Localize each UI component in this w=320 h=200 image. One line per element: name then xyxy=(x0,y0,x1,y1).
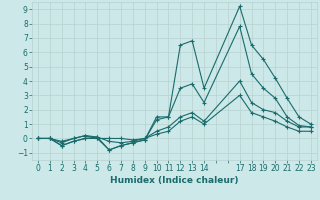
X-axis label: Humidex (Indice chaleur): Humidex (Indice chaleur) xyxy=(110,176,239,185)
